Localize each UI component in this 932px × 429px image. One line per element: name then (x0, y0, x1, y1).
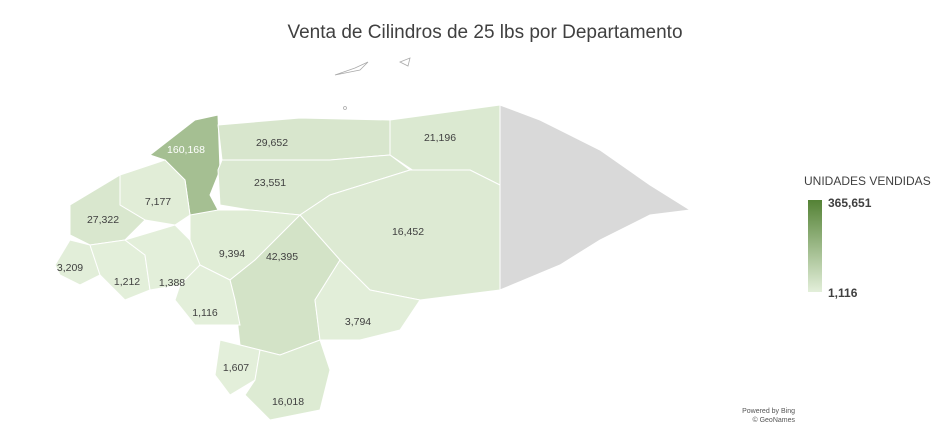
credit: © GeoNames (752, 416, 795, 424)
data-label: 16,452 (392, 226, 424, 238)
data-label: 1,212 (114, 276, 140, 288)
data-label: 23,551 (254, 177, 286, 189)
data-label: 9,394 (219, 248, 245, 260)
legend-max-label: 365,651 (828, 196, 872, 210)
region (244, 339, 331, 421)
regions (54, 104, 692, 421)
data-label: 1,607 (223, 362, 249, 374)
legend-min-label: 1,116 (828, 286, 858, 300)
data-label: 27,322 (87, 214, 119, 226)
data-label: 160,168 (167, 144, 205, 156)
data-label: 16,018 (272, 396, 304, 408)
legend-color-bar (808, 200, 822, 292)
legend-title: UNIDADES VENDIDAS (804, 174, 931, 188)
data-label: 3,209 (57, 262, 83, 274)
credit: Powered by Bing (742, 408, 795, 415)
chart-title: Venta de Cilindros de 25 lbs por Departa… (287, 22, 682, 43)
region (174, 264, 241, 326)
data-label: 1,388 (159, 277, 185, 289)
islands (334, 57, 411, 110)
region (69, 174, 146, 246)
data-label: 3,794 (345, 316, 371, 328)
no-data-region (499, 104, 692, 291)
data-label: 42,395 (266, 251, 298, 263)
data-label: 7,177 (145, 196, 171, 208)
data-label: 29,652 (256, 137, 288, 149)
data-label: 21,196 (424, 132, 456, 144)
region (314, 259, 421, 341)
data-label: 1,116 (192, 307, 218, 319)
region-labels: 160,168 29,652 21,196 23,551 7,177 27,322 16,4… (57, 132, 456, 408)
